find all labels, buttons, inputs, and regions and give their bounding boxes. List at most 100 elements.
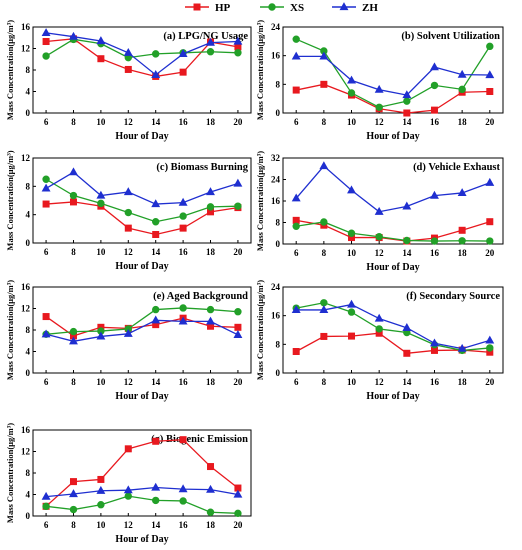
x-tick-label: 18 [458, 248, 468, 258]
data-point [41, 183, 51, 192]
y-tick-label: 24 [271, 175, 281, 185]
panel-title: (g) Biogenic Emission [151, 434, 248, 445]
data-point [206, 203, 215, 211]
x-tick-label: 14 [151, 247, 161, 257]
y-tick-label: 16 [271, 51, 281, 61]
series-line [45, 171, 239, 205]
data-point [347, 308, 356, 316]
y-axis-title: Mass Concentration(μg/m³) [5, 150, 15, 250]
data-point [348, 332, 356, 340]
x-tick-label: 6 [294, 377, 299, 387]
x-tick-label: 14 [151, 377, 161, 387]
data-point [292, 348, 300, 355]
x-tick-label: 12 [375, 377, 385, 387]
x-tick-label: 10 [96, 520, 106, 530]
data-point [234, 43, 242, 51]
data-point [374, 84, 384, 93]
data-point [234, 323, 242, 331]
data-point [178, 197, 188, 206]
x-tick-label: 6 [44, 247, 49, 257]
data-point [430, 106, 438, 114]
x-tick-label: 16 [179, 117, 189, 127]
x-tick-label: 8 [71, 377, 76, 387]
series-line [296, 303, 490, 350]
data-point [179, 224, 187, 232]
chart-panel-2: 0 8 16 24 6 8 10 12 14 16 18 20 Hour of Day Mass Conc… [255, 20, 504, 142]
data-point [96, 331, 106, 340]
data-point [486, 218, 494, 226]
data-point [402, 323, 412, 331]
data-point [374, 313, 384, 322]
data-point [375, 233, 383, 241]
x-axis-title: Hour of Day [366, 391, 419, 402]
data-point [234, 49, 242, 57]
series-zh [291, 161, 495, 215]
data-point [292, 86, 300, 94]
data-point [124, 445, 132, 453]
panel-title: (d) Vehicle Exhaust [413, 162, 500, 173]
y-axis-title: Mass Concentration(μg/m³) [255, 151, 265, 251]
chart-panel-5: 0 4 8 12 16 6 8 10 12 14 16 18 20 Hour of Day Mass Con… [5, 280, 252, 402]
data-point [152, 50, 160, 58]
data-point [234, 202, 242, 210]
data-point [69, 327, 78, 336]
x-tick-label: 10 [347, 248, 357, 258]
x-tick-label: 8 [322, 248, 327, 258]
data-point [97, 475, 105, 483]
data-point [291, 305, 301, 314]
chart-panel-1: 0 4 8 12 16 6 8 10 12 14 16 18 20 Hour of Day Mass Con… [5, 20, 252, 142]
y-tick-label: 24 [271, 22, 281, 32]
panel-title: (e) Aged Background [153, 291, 248, 302]
data-point [206, 316, 215, 325]
data-point [430, 237, 439, 245]
data-point [458, 85, 466, 94]
series-xs [42, 492, 242, 518]
x-axis-title: Hour of Day [115, 391, 168, 402]
x-tick-label: 18 [458, 117, 468, 127]
data-point [206, 508, 215, 516]
y-axis-title: Mass Concentration(μg/m³) [255, 280, 265, 380]
x-tick-label: 10 [96, 377, 106, 387]
x-axis-title: Hour of Day [115, 131, 168, 142]
data-point [206, 37, 215, 46]
x-tick-label: 16 [179, 377, 189, 387]
data-point [69, 336, 78, 345]
data-point [124, 492, 132, 500]
y-tick-label: 16 [271, 311, 281, 321]
x-tick-label: 10 [347, 117, 357, 127]
x-tick-label: 14 [151, 117, 161, 127]
data-point [41, 491, 51, 500]
data-point [69, 505, 78, 514]
plot-frame [282, 286, 504, 374]
y-axis-title: Mass Concentration(μg/m³) [5, 20, 15, 120]
data-point [403, 349, 411, 357]
data-point [486, 237, 494, 245]
series-line [296, 55, 490, 96]
data-point [124, 65, 132, 73]
series-xs [42, 304, 242, 338]
x-tick-label: 8 [322, 117, 327, 127]
x-tick-label: 12 [375, 248, 385, 258]
x-axis-title: Hour of Day [115, 261, 168, 272]
data-point [206, 484, 215, 493]
data-point [430, 81, 439, 90]
y-axis-title: Mass Concentration(μg/m³) [5, 280, 15, 380]
data-point [233, 178, 243, 187]
legend-label: XS [290, 2, 304, 14]
data-point [292, 216, 300, 224]
data-point [69, 489, 78, 498]
data-point [123, 187, 133, 196]
data-point [151, 482, 161, 491]
y-tick-label: 0 [26, 511, 31, 521]
data-point [486, 344, 494, 352]
data-point [124, 208, 132, 217]
x-tick-label: 6 [294, 248, 299, 258]
data-point [233, 36, 243, 45]
y-tick-label: 8 [26, 468, 31, 478]
data-point [233, 489, 243, 498]
data-point [320, 218, 328, 226]
panel-title: (c) Biomass Burning [156, 162, 248, 173]
legend: HP XS ZH [185, 2, 378, 14]
data-point [42, 502, 50, 511]
data-point [292, 222, 300, 230]
